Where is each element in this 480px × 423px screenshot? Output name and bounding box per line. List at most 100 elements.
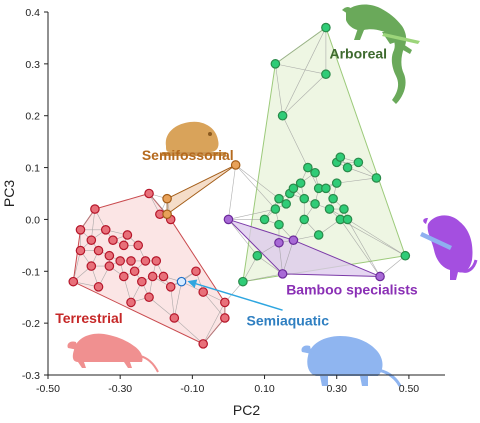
terrestrial-point (118, 271, 129, 282)
semifossorial-point (162, 193, 172, 204)
terrestrial-point (100, 225, 111, 235)
terrestrial-point (126, 256, 136, 266)
terrestrial-point (158, 271, 169, 282)
terrestrial-point (220, 313, 230, 323)
arboreal-point (321, 22, 331, 33)
network-edge (174, 317, 204, 345)
terrestrial-point (133, 240, 144, 251)
x-tick-label: -0.50 (36, 383, 60, 395)
terrestrial-point (129, 266, 140, 277)
semifossorial-label: Semifossorial (142, 147, 234, 163)
network-edge (202, 317, 226, 345)
arboreal-point (321, 69, 331, 80)
terrestrial-point (198, 339, 208, 349)
semiaquatic-point (176, 276, 187, 287)
arboreal-label: Arboreal (330, 46, 388, 62)
x-axis-title: PC2 (233, 402, 260, 418)
terrestrial-point (198, 287, 208, 297)
terrestrial-point (144, 188, 154, 199)
bamboo-specialists-point (277, 269, 288, 279)
group-labels: Arboreal Terrestrial Semifossorial Bamboo s… (55, 46, 418, 329)
network-edge (257, 255, 283, 275)
terrestrial-point (90, 204, 100, 214)
terrestrial-point (191, 266, 201, 277)
y-tick-label: -0.1 (22, 266, 40, 278)
semifossorial-hull (166, 164, 236, 216)
arboreal-point (342, 162, 353, 173)
arboreal-point (299, 214, 310, 225)
network-edge (242, 255, 258, 282)
arboreal-point (270, 59, 281, 69)
network-edge (148, 296, 175, 319)
network-edge (242, 273, 283, 282)
terrestrial-point (118, 240, 129, 251)
network-edge (278, 242, 283, 274)
convex-hulls (72, 26, 406, 345)
arboreal-point (270, 204, 281, 214)
terrestrial-label: Terrestrial (55, 310, 122, 326)
arboreal-point (277, 110, 288, 121)
arboreal-point (313, 230, 324, 240)
y-tick-label: -0.3 (22, 370, 40, 382)
arboreal-point (324, 204, 335, 214)
mole-rat-silhouette-icon (162, 121, 226, 156)
network-edge (91, 209, 96, 241)
network-edge (347, 167, 377, 179)
network-edge (347, 219, 381, 277)
terrestrial-point (122, 230, 133, 240)
arboreal-point (339, 204, 349, 214)
arboreal-point (310, 167, 320, 178)
network-edge (235, 164, 276, 210)
y-tick-label: 0.3 (25, 59, 40, 71)
terrestrial-point (115, 256, 125, 266)
x-axis-ticks: -0.50 -0.30 -0.10 0.10 0.30 0.50 (36, 375, 419, 395)
terrestrial-point (165, 282, 176, 292)
terrestrial-point (147, 271, 158, 282)
terrestrial-point (169, 313, 180, 323)
network-edge (282, 240, 294, 274)
arboreal-point (353, 157, 364, 168)
network-edge (235, 164, 280, 199)
network-edge (379, 255, 406, 277)
data-points (68, 22, 411, 349)
arboreal-point (328, 193, 338, 204)
x-tick-label: 0.30 (327, 383, 348, 395)
network-edge (72, 250, 81, 282)
terrestrial-point (126, 297, 136, 308)
y-tick-label: 0.2 (25, 111, 40, 123)
arboreal-point (259, 214, 270, 225)
arboreal-point (400, 250, 411, 261)
x-tick-label: 0.50 (399, 383, 420, 395)
arboreal-point (321, 183, 331, 194)
arboreal-point (274, 193, 284, 204)
bamboo-rat-silhouette-icon (420, 215, 478, 280)
bamboo-specialists-point (288, 235, 299, 245)
network-edge (275, 63, 326, 75)
network-edge (174, 281, 182, 319)
arboreal-point (295, 178, 306, 188)
terrestrial-point (75, 245, 86, 256)
arboreal-point (371, 173, 382, 183)
arboreal-point (331, 178, 342, 188)
rat-silhouette-icon (67, 333, 159, 373)
x-tick-label: -0.10 (180, 383, 204, 395)
network-edge (282, 74, 327, 116)
terrestrial-point (93, 245, 104, 256)
terrestrial-point (137, 276, 147, 287)
bamboo-specialists-point (375, 271, 385, 282)
terrestrial-point (108, 235, 118, 245)
terrestrial-point (144, 292, 154, 303)
bamboo-specialists-label: Bamboo specialists (286, 282, 418, 298)
arboreal-point (274, 219, 284, 230)
terrestrial-point (93, 282, 104, 292)
semiaquatic-arrow (187, 279, 283, 311)
network-edge (275, 63, 283, 116)
network-edge (228, 164, 236, 220)
bamboo-specialists-point (223, 214, 234, 225)
arboreal-point (342, 214, 353, 225)
network-edge (282, 27, 327, 116)
water-rat-silhouette-icon (301, 336, 402, 387)
bamboo-specialists-point (274, 237, 284, 248)
semifossorial-point (162, 209, 172, 220)
terrestrial-point (151, 256, 162, 266)
